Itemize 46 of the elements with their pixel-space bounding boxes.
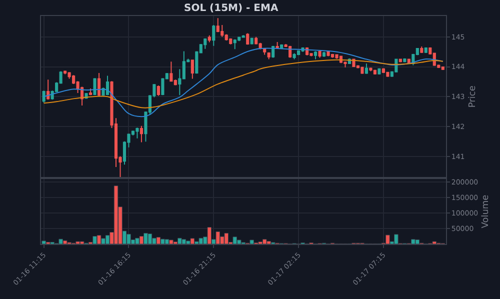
candlestick <box>360 66 364 74</box>
candlestick <box>88 88 92 96</box>
candlestick <box>208 34 211 43</box>
candlestick <box>292 52 296 60</box>
candlestick <box>140 125 144 143</box>
candlestick <box>441 66 444 71</box>
candlestick <box>136 127 139 139</box>
candlestick <box>424 46 428 54</box>
candlestick <box>378 68 381 76</box>
candlestick <box>106 75 110 96</box>
candlestick <box>398 58 402 63</box>
candlestick <box>216 18 220 33</box>
candlestick <box>42 90 46 104</box>
candlestick <box>229 38 232 45</box>
candlestick <box>364 62 368 74</box>
candlestick <box>267 52 270 60</box>
candlestick <box>190 59 194 80</box>
candlestick <box>233 38 236 50</box>
candlestick <box>335 54 338 60</box>
candlestick <box>386 71 390 78</box>
candlestick <box>250 37 254 45</box>
y-axis-title: Volume <box>480 194 491 228</box>
candlestick <box>369 67 372 72</box>
candlestick <box>64 70 67 75</box>
candlestick <box>46 79 50 100</box>
candlestick <box>403 58 406 63</box>
candlestick <box>420 46 424 54</box>
candlestick <box>373 69 376 76</box>
candlestick <box>382 68 385 74</box>
candlestick <box>246 32 250 46</box>
candlestick <box>204 38 207 50</box>
candlestick <box>212 24 216 46</box>
candlestick <box>97 72 101 98</box>
chart-title: SOL (15M) - EMA <box>184 3 278 14</box>
candlestick <box>322 51 326 58</box>
candlestick <box>314 50 318 60</box>
candlestick <box>93 78 96 96</box>
candlestick <box>242 34 245 38</box>
candlestick <box>318 50 322 58</box>
y-axis-title: Price <box>468 85 478 108</box>
candlestick <box>297 50 300 56</box>
candlestick <box>326 50 330 57</box>
candlestick <box>276 41 279 49</box>
candlestick <box>170 61 173 82</box>
candlestick <box>156 85 160 96</box>
candlestick <box>330 54 334 58</box>
